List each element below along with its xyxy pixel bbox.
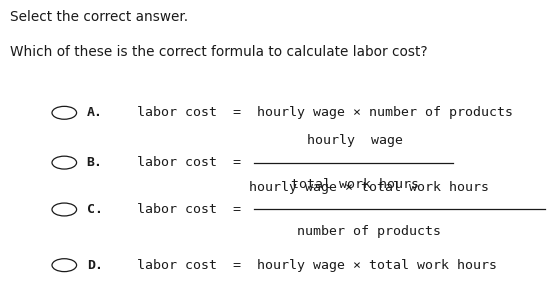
Text: Select the correct answer.: Select the correct answer. — [10, 10, 188, 24]
Text: hourly wage × total work hours: hourly wage × total work hours — [249, 181, 489, 194]
Text: D.: D. — [87, 259, 103, 272]
Text: hourly  wage: hourly wage — [307, 134, 403, 147]
Text: C.: C. — [87, 203, 103, 216]
Text: labor cost  =: labor cost = — [137, 156, 241, 169]
Text: labor cost  =  hourly wage × number of products: labor cost = hourly wage × number of pro… — [137, 106, 513, 119]
Text: total work hours: total work hours — [291, 178, 419, 191]
Text: B.: B. — [87, 156, 103, 169]
Text: labor cost  =  hourly wage × total work hours: labor cost = hourly wage × total work ho… — [137, 259, 497, 272]
Text: A.: A. — [87, 106, 103, 119]
Text: number of products: number of products — [297, 225, 441, 238]
Text: Which of these is the correct formula to calculate labor cost?: Which of these is the correct formula to… — [10, 45, 428, 59]
Text: labor cost  =: labor cost = — [137, 203, 241, 216]
